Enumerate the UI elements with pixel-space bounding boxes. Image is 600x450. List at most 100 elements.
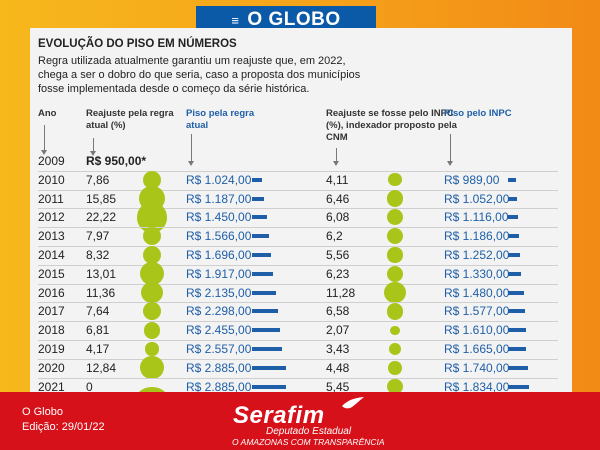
row-divider [38, 264, 558, 266]
infographic-title: EVOLUÇÃO DO PISO EM NÚMEROS [38, 38, 237, 50]
bubble-adj-inpc [389, 343, 401, 355]
row-floor-inpc: R$ 1.186,00 [444, 229, 510, 244]
bubble-adj-inpc [386, 303, 404, 320]
bar-floor-inpc [508, 234, 520, 239]
bar-floor-inpc [508, 215, 518, 220]
row-floor-current: R$ 2.135,00 [186, 285, 252, 300]
row-divider [38, 358, 558, 360]
row-year: 2012 [38, 210, 65, 225]
row-floor-current: R$ 1.450,00 [186, 210, 252, 225]
bar-floor-current [252, 253, 271, 257]
row-floor-inpc: R$ 1.252,00 [444, 248, 510, 262]
row-adj-inpc: 6,23 [326, 266, 350, 281]
row-floor-current: R$ 2.557,00 [186, 342, 252, 356]
bar-floor-current [252, 177, 262, 182]
row-adj-inpc: 3,43 [326, 342, 350, 356]
bar-floor-current [252, 365, 286, 370]
bubble-adj-inpc [387, 247, 403, 263]
row-year: 2016 [38, 285, 65, 300]
bar-floor-current [252, 234, 269, 239]
row-year: 2011 [38, 191, 64, 206]
footer-bar: O Globo Edição: 29/01/22 Serafim Deputad… [0, 392, 600, 450]
table-row: 2011 15,85 R$ 1.187,00 6,46 R$ 1.052,00 [30, 189, 572, 209]
row-floor-inpc: R$ 1.610,00 [444, 323, 510, 338]
row-year: 2020 [38, 360, 65, 375]
row-year: 2018 [38, 323, 65, 338]
header-floor-current: Piso pela regra atual [186, 108, 255, 131]
row-floor-current: R$ 1.696,00 [186, 248, 252, 262]
row-adj-current: 7,86 [86, 172, 110, 187]
bar-floor-inpc [508, 196, 517, 201]
row-divider [38, 321, 558, 323]
row-adj-inpc: 4,48 [326, 360, 350, 375]
brand-role: Deputado Estadual [266, 426, 352, 437]
bar-floor-current [252, 384, 286, 389]
table-row: 2021 0 R$ 2.885,00 5,45 R$ 1.834,00 [30, 377, 572, 397]
bubble-adj-inpc [384, 281, 406, 304]
row-floor-current: R$ 2.455,00 [186, 323, 252, 338]
bar-floor-inpc [508, 365, 528, 370]
row-adj-inpc: 6,2 [326, 229, 343, 244]
header-adj-current: Reajuste pela regra atual (%) [86, 108, 174, 131]
bar-floor-current [252, 215, 268, 220]
row-floor-inpc: R$ 1.330,00 [444, 266, 510, 281]
row-year: 2015 [38, 266, 65, 281]
table-row: 2019 4,17 R$ 2.557,00 3,43 R$ 1.665,00 [30, 340, 572, 359]
row-year: 2014 [38, 248, 65, 262]
row-divider [38, 340, 558, 341]
table-row: 2014 8,32 R$ 1.696,00 5,56 R$ 1.252,00 [30, 246, 572, 265]
row-year: 2017 [38, 304, 65, 319]
table-row: 2020 12,84 R$ 2.885,00 4,48 R$ 1.740,00 [30, 358, 572, 378]
bar-floor-current [252, 309, 279, 314]
row-adj-inpc: 5,56 [326, 248, 350, 262]
table-row: 2013 7,97 R$ 1.566,00 6,2 R$ 1.186,00 [30, 227, 572, 246]
bubble-adj-current [143, 321, 161, 339]
row-floor-inpc: R$ 1.665,00 [444, 342, 510, 356]
row-floor-inpc: R$ 989,00 [444, 172, 500, 187]
table-row: 2015 13,01 R$ 1.917,00 6,23 R$ 1.330,00 [30, 264, 572, 284]
source-label: O Globo [22, 406, 63, 418]
row-adj-current: 4,17 [86, 342, 110, 356]
infographic-subtitle: Regra utilizada atualmente garantiu um r… [38, 55, 361, 95]
bubble-adj-current [140, 356, 164, 380]
arrow-adj-current [90, 138, 96, 156]
row-floor-inpc: R$ 1.052,00 [444, 191, 510, 206]
bar-floor-current [252, 328, 281, 333]
row-divider [38, 227, 558, 229]
row-adj-current: 13,01 [86, 266, 117, 281]
bar-floor-inpc [508, 309, 526, 314]
bar-floor-inpc [508, 271, 522, 276]
bar-floor-current [252, 271, 274, 276]
bubble-adj-current [145, 342, 159, 356]
row-floor-inpc: R$ 1.480,00 [444, 285, 510, 300]
row-floor-inpc: R$ 1.740,00 [444, 360, 510, 375]
row-floor-current: R$ 1.917,00 [186, 266, 252, 281]
table-row: 2017 7,64 R$ 2.298,00 6,58 R$ 1.577,00 [30, 302, 572, 321]
bubble-adj-inpc [386, 190, 404, 207]
bubble-adj-inpc [390, 325, 400, 335]
table-row: 2012 22,22 R$ 1.450,00 6,08 R$ 1.116,00 [30, 208, 572, 227]
bar-floor-current [252, 196, 265, 201]
table-row: 2009 R$ 950,00* [30, 152, 572, 171]
bar-floor-current [252, 290, 277, 295]
bubble-adj-current [141, 281, 163, 304]
bar-floor-inpc [508, 253, 521, 257]
header-adj-inpc: Reajuste se fosse pelo INPC (%), indexad… [326, 108, 457, 143]
row-adj-current: 7,64 [86, 304, 110, 319]
infographic-card: EVOLUÇÃO DO PISO EM NÚMEROS Regra utiliz… [30, 28, 572, 424]
row-floor-current: R$ 1.187,00 [186, 191, 252, 206]
row-floor-current: R$ 1.024,00 [186, 172, 252, 187]
bubble-adj-current [142, 227, 162, 246]
row-adj-current: 12,84 [86, 360, 117, 375]
row-divider [38, 377, 558, 379]
brand-slogan: O AMAZONAS COM TRANSPARÊNCIA [232, 437, 385, 447]
row-adj-inpc: 6,08 [326, 210, 350, 225]
bubble-adj-inpc [388, 173, 402, 187]
arrow-floor-current [188, 134, 194, 166]
row-floor-inpc: R$ 1.577,00 [444, 304, 510, 319]
table-row: 2016 11,36 R$ 2.135,00 11,28 R$ 1.480,00 [30, 283, 572, 303]
bar-floor-inpc [508, 177, 516, 182]
arrow-adj-inpc [333, 148, 339, 166]
row-divider [38, 283, 558, 285]
row-adj-inpc: 6,58 [326, 304, 350, 319]
